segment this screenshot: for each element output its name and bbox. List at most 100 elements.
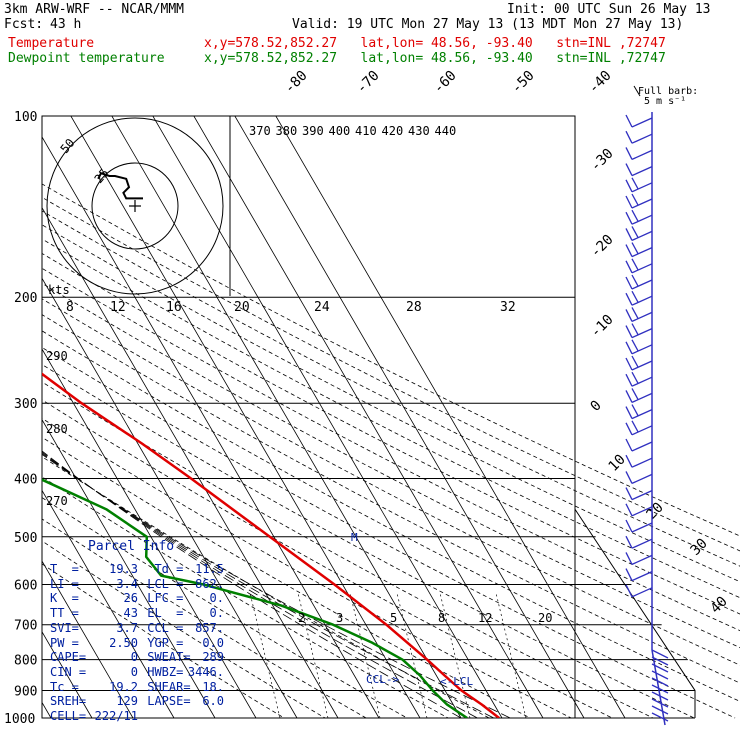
- theta-label: 400: [329, 124, 351, 138]
- wind-barb: [631, 198, 653, 209]
- level-marker: M: [351, 531, 358, 544]
- wind-barb: [625, 357, 633, 371]
- wind-barb: [631, 258, 639, 271]
- wind-barb: [625, 292, 633, 306]
- pressure-tick-label: 300: [14, 397, 37, 412]
- isotherm-label: -20: [588, 232, 617, 261]
- parcel-value: 862.: [195, 576, 224, 591]
- mixing-ratio-label: 3: [336, 611, 343, 625]
- parcel-label: PW =: [50, 635, 94, 650]
- hodograph: [46, 117, 224, 295]
- wind-barb: [625, 211, 633, 225]
- mixing-ratio-line: [349, 592, 381, 719]
- wind-staff: [651, 649, 666, 726]
- model-title: 3km ARW-WRF -- NCAR/MMM: [4, 2, 185, 17]
- wind-barb: [631, 263, 653, 274]
- mixing-ratio-line: [297, 592, 329, 719]
- hodograph-ring-label: 25: [92, 166, 112, 186]
- parcel-label: SVI=: [50, 620, 94, 635]
- parcel-value: 3.4: [116, 576, 138, 591]
- wind-barb: [631, 307, 639, 319]
- barb-legend-title: Full barb:: [638, 86, 698, 97]
- hodograph-trace: [97, 171, 143, 200]
- valid-time: Valid: 19 UTC Mon 27 May 13 (13 MDT Mon …: [292, 17, 684, 32]
- wind-barb: [631, 226, 639, 238]
- isotherm-label: 10: [606, 452, 629, 475]
- dry-adiabat: [42, 298, 740, 666]
- wind-barb: [625, 341, 633, 355]
- parcel-label: TT =: [50, 606, 94, 621]
- pressure-tick-label: 200: [14, 291, 37, 306]
- theta-label: 410: [355, 124, 377, 138]
- parcel-label: LCL =: [140, 576, 191, 591]
- isotherm-line: [70, 116, 421, 719]
- wind-barb: [625, 438, 633, 452]
- wind-barb: [631, 490, 653, 501]
- wind-barb: [625, 309, 633, 322]
- wind-barb: [631, 323, 639, 335]
- parcel-label: CELL=: [50, 709, 94, 723]
- isotherm-line: [42, 136, 380, 719]
- isotherm-label: -60: [431, 68, 460, 97]
- parcel-label: LAPSE=: [140, 694, 198, 709]
- wind-barb: [631, 177, 639, 190]
- isotherm-line: [42, 348, 257, 719]
- wind-barb: [631, 355, 639, 368]
- pressure-tick-label: 900: [14, 684, 37, 699]
- wind-barb: [625, 325, 633, 338]
- wind-barb: [631, 230, 653, 241]
- dry-adiabat: [42, 399, 613, 719]
- pressure-tick-label: 800: [14, 654, 37, 669]
- dry-adiabat: [42, 364, 695, 719]
- wind-barb: [625, 163, 633, 176]
- wind-barb: [651, 705, 669, 715]
- wind-barb: [631, 279, 653, 290]
- wind-barb: [625, 422, 633, 436]
- pressure-tick-label: 1000: [4, 712, 35, 727]
- dry-adiabat: [42, 183, 740, 537]
- isotherm-label: 0: [588, 398, 605, 415]
- mixing-ratio-line: [495, 592, 527, 719]
- wind-barb: [651, 649, 669, 659]
- hodograph-ring-label: 50: [58, 136, 78, 156]
- wind-barb: [651, 670, 669, 680]
- wind-barb: [631, 117, 653, 128]
- parcel-value: 2.50: [109, 635, 138, 650]
- wind-barb: [631, 457, 653, 468]
- parcel-value: 26: [123, 591, 138, 606]
- dry-adiabat: [42, 456, 490, 719]
- parcel-label: Tc =: [50, 679, 94, 694]
- wind-barb: [631, 344, 653, 355]
- parcel-value: 857.: [195, 620, 224, 635]
- wind-barb: [625, 584, 633, 598]
- wind-barb: [631, 247, 653, 258]
- dry-adiabat: [42, 381, 654, 719]
- parcel-value: 0: [130, 650, 138, 665]
- wind-barb: [631, 473, 653, 484]
- parcel-label: SHEAR=: [140, 679, 198, 694]
- parcel-label: T =: [50, 562, 94, 576]
- isotherm-line: [234, 116, 585, 719]
- wind-barb: [625, 519, 633, 533]
- isotherm-label: -40: [586, 68, 615, 97]
- parcel-label: EL =: [140, 606, 191, 621]
- hodograph-speed-label: 32: [500, 300, 516, 315]
- wind-barb: [625, 260, 633, 274]
- wind-barb: [651, 698, 669, 708]
- parcel-label: CIN =: [50, 664, 94, 679]
- parcel-value: 3.7: [116, 620, 138, 635]
- barb-legend-icon: [633, 85, 641, 97]
- wind-barb: [651, 684, 669, 694]
- wind-barb: [651, 677, 669, 687]
- isotherm-line: [111, 116, 462, 719]
- wind-barb: [631, 193, 639, 206]
- moist-adiabat: [42, 450, 462, 719]
- wind-barb: [625, 179, 633, 193]
- pressure-tick-label: 100: [14, 110, 37, 125]
- wind-barb: [631, 425, 653, 436]
- parcel-label: Td =: [140, 562, 191, 576]
- moist-adiabat: [42, 451, 478, 719]
- mixing-ratio-label: 8: [438, 611, 445, 625]
- wind-barb: [625, 228, 633, 241]
- wind-barb: [631, 571, 653, 582]
